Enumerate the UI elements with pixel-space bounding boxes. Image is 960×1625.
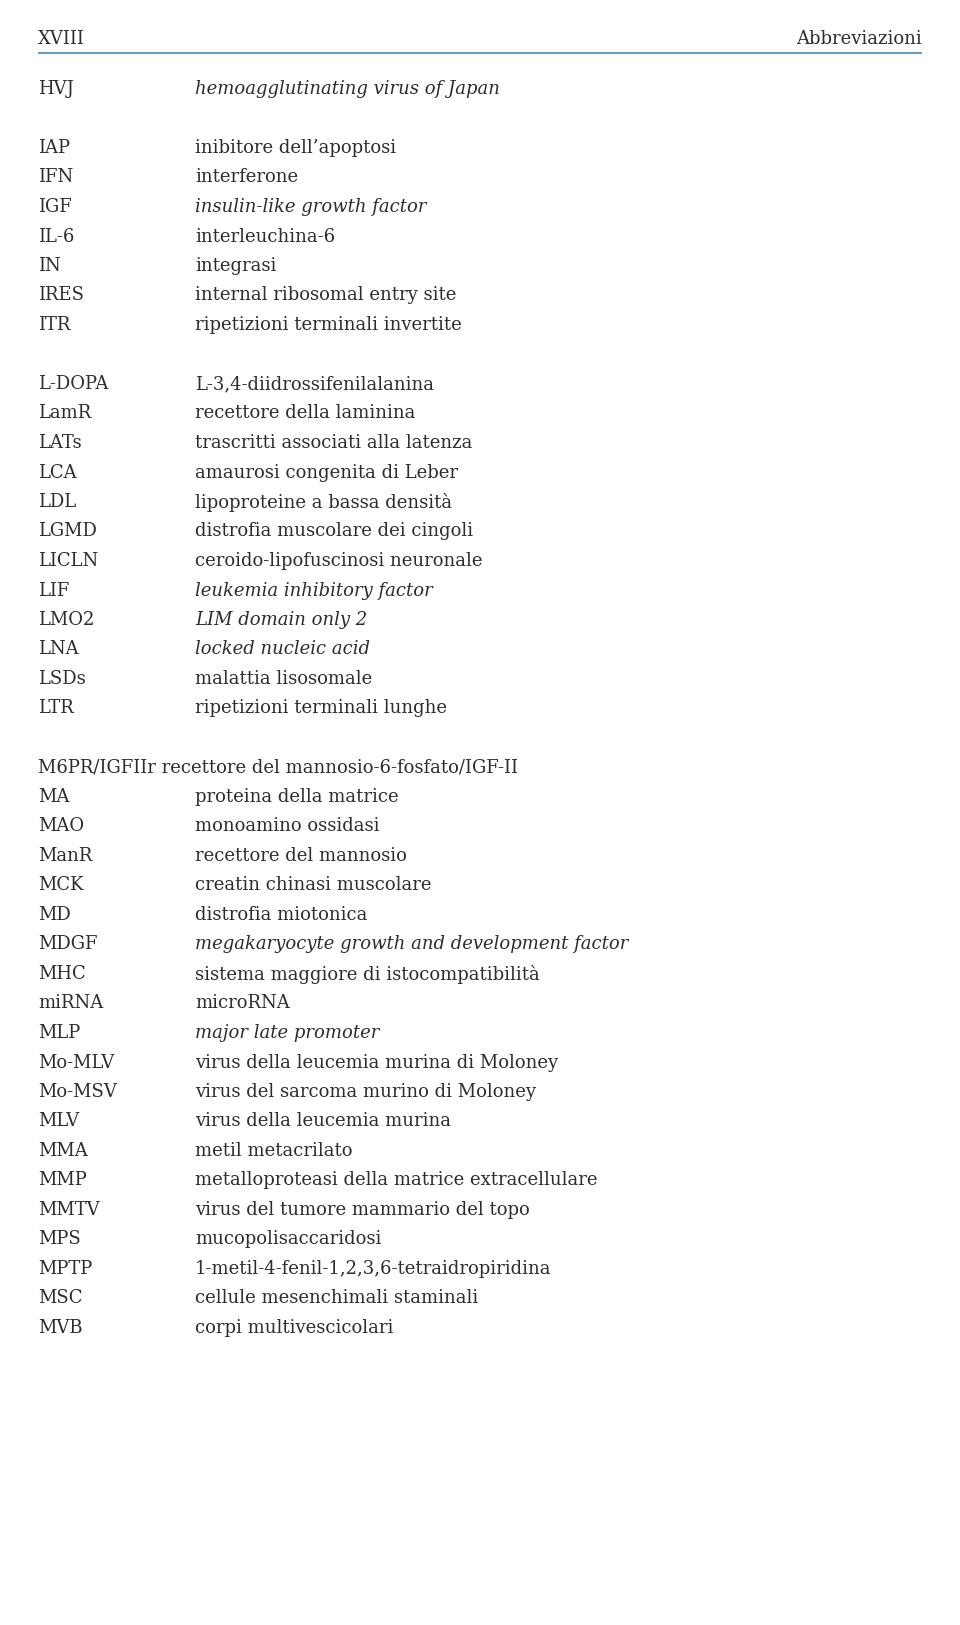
Text: MCK: MCK (38, 876, 84, 894)
Text: MPS: MPS (38, 1230, 81, 1248)
Text: microRNA: microRNA (195, 994, 290, 1012)
Text: LICLN: LICLN (38, 552, 98, 570)
Text: L-3,4-diidrossifenilalanina: L-3,4-diidrossifenilalanina (195, 375, 434, 393)
Text: ITR: ITR (38, 315, 70, 335)
Text: leukemia inhibitory factor: leukemia inhibitory factor (195, 582, 433, 600)
Text: MDGF: MDGF (38, 936, 98, 954)
Text: ceroido-lipofuscinosi neuronale: ceroido-lipofuscinosi neuronale (195, 552, 483, 570)
Text: ripetizioni terminali lunghe: ripetizioni terminali lunghe (195, 699, 447, 718)
Text: interleuchina-6: interleuchina-6 (195, 228, 335, 245)
Text: LNA: LNA (38, 640, 79, 658)
Text: virus del tumore mammario del topo: virus del tumore mammario del topo (195, 1201, 530, 1219)
Text: locked nucleic acid: locked nucleic acid (195, 640, 370, 658)
Text: LATs: LATs (38, 434, 82, 452)
Text: metalloproteasi della matrice extracellulare: metalloproteasi della matrice extracellu… (195, 1172, 597, 1190)
Text: IL-6: IL-6 (38, 228, 74, 245)
Text: corpi multivescicolari: corpi multivescicolari (195, 1320, 394, 1337)
Text: malattia lisosomale: malattia lisosomale (195, 670, 372, 687)
Text: IRES: IRES (38, 286, 84, 304)
Text: distrofia miotonica: distrofia miotonica (195, 907, 368, 925)
Text: LamR: LamR (38, 405, 91, 422)
Text: miRNA: miRNA (38, 994, 104, 1012)
Text: LGMD: LGMD (38, 523, 97, 541)
Text: virus del sarcoma murino di Moloney: virus del sarcoma murino di Moloney (195, 1082, 536, 1102)
Text: interferone: interferone (195, 169, 299, 187)
Text: MLV: MLV (38, 1113, 79, 1131)
Text: megakaryocyte growth and development factor: megakaryocyte growth and development fac… (195, 936, 629, 954)
Text: LSDs: LSDs (38, 670, 85, 687)
Text: inibitore dell’apoptosi: inibitore dell’apoptosi (195, 140, 396, 158)
Text: virus della leucemia murina di Moloney: virus della leucemia murina di Moloney (195, 1053, 558, 1071)
Text: IN: IN (38, 257, 60, 275)
Text: Mo-MLV: Mo-MLV (38, 1053, 114, 1071)
Text: ripetizioni terminali invertite: ripetizioni terminali invertite (195, 315, 462, 335)
Text: sistema maggiore di istocompatibilità: sistema maggiore di istocompatibilità (195, 965, 540, 985)
Text: MHC: MHC (38, 965, 85, 983)
Text: XVIII: XVIII (38, 29, 84, 49)
Text: L-DOPA: L-DOPA (38, 375, 108, 393)
Text: MMP: MMP (38, 1172, 86, 1190)
Text: trascritti associati alla latenza: trascritti associati alla latenza (195, 434, 472, 452)
Text: MA: MA (38, 788, 69, 806)
Text: proteina della matrice: proteina della matrice (195, 788, 398, 806)
Text: IGF: IGF (38, 198, 72, 216)
Text: MMTV: MMTV (38, 1201, 100, 1219)
Text: IAP: IAP (38, 140, 70, 158)
Text: LMO2: LMO2 (38, 611, 94, 629)
Text: MPTP: MPTP (38, 1259, 92, 1277)
Text: creatin chinasi muscolare: creatin chinasi muscolare (195, 876, 431, 894)
Text: MLP: MLP (38, 1024, 81, 1042)
Text: IFN: IFN (38, 169, 73, 187)
Text: MD: MD (38, 907, 71, 925)
Text: monoamino ossidasi: monoamino ossidasi (195, 817, 379, 835)
Text: 1-metil-4-fenil-1,2,3,6-tetraidropiridina: 1-metil-4-fenil-1,2,3,6-tetraidropiridin… (195, 1259, 551, 1277)
Text: HVJ: HVJ (38, 80, 74, 98)
Text: mucopolisaccaridosi: mucopolisaccaridosi (195, 1230, 381, 1248)
Text: Abbreviazioni: Abbreviazioni (796, 29, 922, 49)
Text: lipoproteine a bassa densità: lipoproteine a bassa densità (195, 492, 452, 512)
Text: virus della leucemia murina: virus della leucemia murina (195, 1113, 451, 1131)
Text: MVB: MVB (38, 1320, 83, 1337)
Text: insulin-like growth factor: insulin-like growth factor (195, 198, 426, 216)
Text: integrasi: integrasi (195, 257, 276, 275)
Text: distrofia muscolare dei cingoli: distrofia muscolare dei cingoli (195, 523, 473, 541)
Text: recettore della laminina: recettore della laminina (195, 405, 416, 422)
Text: LIF: LIF (38, 582, 69, 600)
Text: ManR: ManR (38, 847, 92, 864)
Text: recettore del mannosio: recettore del mannosio (195, 847, 407, 864)
Text: Mo-MSV: Mo-MSV (38, 1082, 117, 1102)
Text: internal ribosomal entry site: internal ribosomal entry site (195, 286, 456, 304)
Text: M6PR/IGFIIr recettore del mannosio-6-fosfato/IGF-II: M6PR/IGFIIr recettore del mannosio-6-fos… (38, 759, 518, 777)
Text: LCA: LCA (38, 463, 77, 481)
Text: MMA: MMA (38, 1142, 87, 1160)
Text: hemoagglutinating virus of Japan: hemoagglutinating virus of Japan (195, 80, 500, 98)
Text: metil metacrilato: metil metacrilato (195, 1142, 352, 1160)
Text: cellule mesenchimali staminali: cellule mesenchimali staminali (195, 1290, 478, 1308)
Text: MAO: MAO (38, 817, 84, 835)
Text: amaurosi congenita di Leber: amaurosi congenita di Leber (195, 463, 458, 481)
Text: LIM domain only 2: LIM domain only 2 (195, 611, 368, 629)
Text: LDL: LDL (38, 492, 76, 510)
Text: major late promoter: major late promoter (195, 1024, 379, 1042)
Text: LTR: LTR (38, 699, 74, 718)
Text: MSC: MSC (38, 1290, 83, 1308)
